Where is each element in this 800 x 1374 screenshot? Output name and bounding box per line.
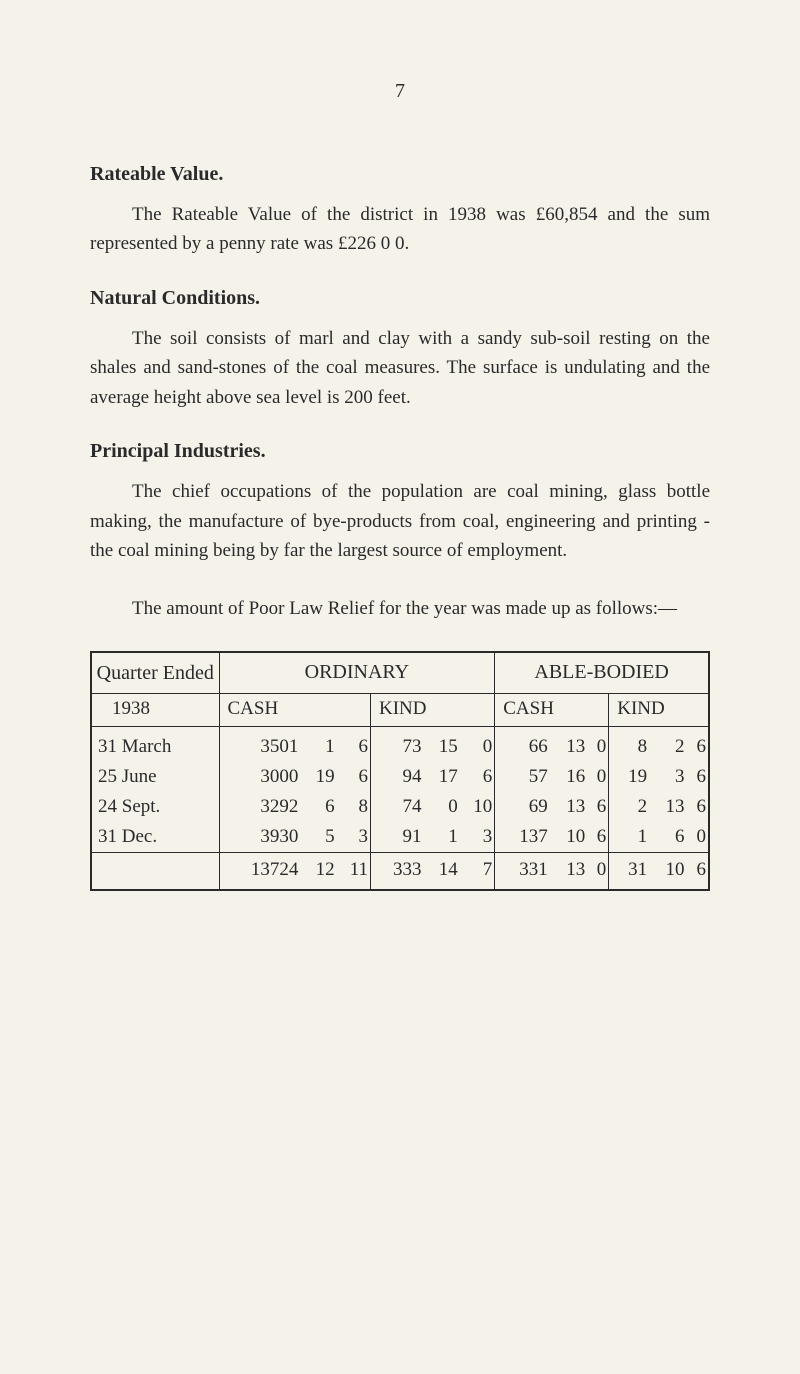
cell: 3 [651,762,686,792]
cell: 0 [460,732,495,762]
cell: 5 [302,822,336,853]
natural-heading: Natural Conditions. [90,287,710,310]
able-kind-header: KIND [609,693,709,726]
cell: 2 [651,732,686,762]
cell: 17 [426,762,460,792]
cell: 14 [426,853,460,891]
cell: 2 [609,792,651,822]
cell: 31 [609,853,651,891]
cell: 13 [552,853,587,891]
cell: 3 [460,822,495,853]
cell: 66 [495,732,552,762]
cell: 16 [552,762,587,792]
rateable-text: The Rateable Value of the district in 19… [90,200,710,259]
industries-heading: Principal Industries. [90,440,710,463]
cell: 10 [460,792,495,822]
table-row: 25 June 3000 19 6 94 17 6 57 16 0 19 3 6 [91,762,709,792]
cell: 13 [552,792,587,822]
quarter-label: 31 Dec. [91,822,219,853]
able-cash-header: CASH [495,693,609,726]
cell: 91 [370,822,425,853]
cell: 0 [426,792,460,822]
cell: 13 [552,732,587,762]
cell: 15 [426,732,460,762]
cell: 19 [609,762,651,792]
cell: 6 [337,732,371,762]
quarter-header: Quarter Ended [91,652,219,694]
page-number: 7 [90,80,710,103]
cell: 0 [687,822,709,853]
cell: 6 [651,822,686,853]
cell: 6 [687,792,709,822]
year-cell: 1938 [91,693,219,726]
cell: 6 [687,762,709,792]
cell: 3292 [219,792,302,822]
cell: 6 [460,762,495,792]
cell: 12 [302,853,336,891]
cell: 3501 [219,732,302,762]
cell: 19 [302,762,336,792]
cell: 1 [426,822,460,853]
cell: 8 [609,732,651,762]
ord-cash-header: CASH [219,693,370,726]
cell: 3 [337,822,371,853]
table-row: 31 March 3501 1 6 73 15 0 66 13 0 8 2 6 [91,732,709,762]
cell: 6 [587,822,609,853]
natural-text: The soil consists of marl and clay with … [90,324,710,412]
quarter-label: 31 March [91,732,219,762]
quarter-label: 25 June [91,762,219,792]
table-total-row: 13724 12 11 333 14 7 331 13 0 31 10 6 [91,853,709,891]
cell: 13724 [219,853,302,891]
cell: 0 [587,853,609,891]
cell: 6 [302,792,336,822]
cell: 69 [495,792,552,822]
cell: 0 [587,762,609,792]
able-header: ABLE-BODIED [495,652,709,694]
quarter-label: 24 Sept. [91,792,219,822]
cell: 13 [651,792,686,822]
cell: 3000 [219,762,302,792]
rateable-heading: Rateable Value. [90,163,710,186]
table-row: 31 Dec. 3930 5 3 91 1 3 137 10 6 1 6 0 [91,822,709,853]
cell: 137 [495,822,552,853]
cell: 3930 [219,822,302,853]
industries-text-2: The amount of Poor Law Relief for the ye… [90,594,710,623]
cell: 11 [337,853,371,891]
cell: 74 [370,792,425,822]
cell: 10 [651,853,686,891]
cell: 57 [495,762,552,792]
ordinary-header: ORDINARY [219,652,495,694]
cell: 0 [587,732,609,762]
relief-table: Quarter Ended ORDINARY ABLE-BODIED 1938 … [90,651,710,892]
cell: 8 [337,792,371,822]
cell: 73 [370,732,425,762]
cell: 7 [460,853,495,891]
cell: 6 [337,762,371,792]
cell: 94 [370,762,425,792]
cell: 6 [587,792,609,822]
cell: 6 [687,853,709,891]
cell: 331 [495,853,552,891]
cell: 1 [302,732,336,762]
table-row: 24 Sept. 3292 6 8 74 0 10 69 13 6 2 13 6 [91,792,709,822]
industries-text-1: The chief occupations of the population … [90,477,710,565]
ord-kind-header: KIND [370,693,494,726]
cell: 6 [687,732,709,762]
cell: 333 [370,853,425,891]
cell: 10 [552,822,587,853]
cell: 1 [609,822,651,853]
